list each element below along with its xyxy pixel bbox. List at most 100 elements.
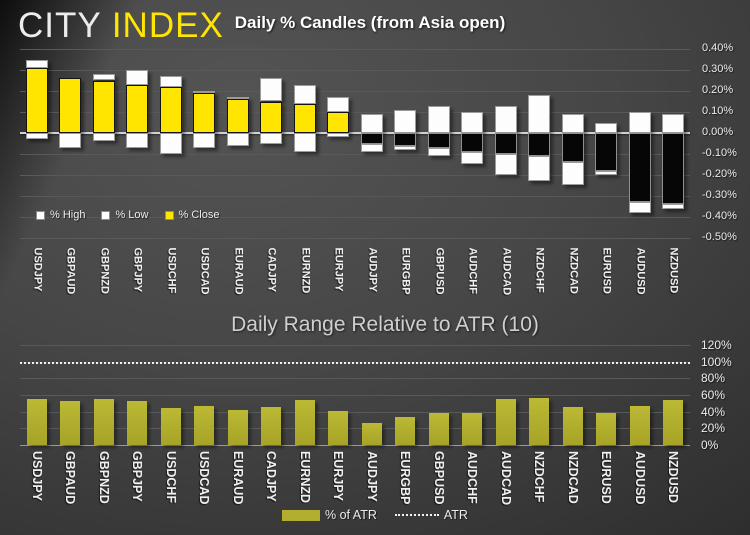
atr-bar-USDJPY: [26, 399, 47, 445]
candle-high-seg-AUDCHF: [461, 112, 484, 133]
candle-close-seg-EURAUD: [226, 99, 249, 133]
x-label-EURAUD: EURAUD: [232, 247, 245, 295]
x-label-EURGBP: EURGBP: [398, 451, 413, 505]
y-tick-label: 0.00%: [702, 126, 734, 138]
x-label-NZDCAD: NZDCAD: [567, 247, 580, 294]
candle-low-seg-GBPNZD: [92, 133, 115, 142]
gridline: [20, 49, 690, 50]
candle-high-seg-GBPUSD: [427, 105, 450, 133]
candle-low-seg-AUDCHF: [461, 151, 484, 165]
candle-low-seg-AUDCAD: [494, 154, 517, 175]
atr-reference-line: [20, 361, 690, 364]
candle-close-seg-GBPAUD: [59, 78, 82, 133]
x-label-AUDJPY: AUDJPY: [366, 247, 379, 293]
candle-high-seg-EURNZD: [293, 84, 316, 104]
gridline: [20, 411, 690, 413]
candle-close-seg-AUDCHF: [461, 133, 484, 152]
candle-low-seg-GBPAUD: [59, 133, 82, 148]
logo-text-city: CITY: [18, 6, 102, 45]
candle-high-seg-NZDCAD: [561, 114, 584, 133]
candle-low-seg-EURJPY: [327, 133, 350, 138]
atr-bar-USDCHF: [160, 407, 181, 445]
candle-low-seg-GBPUSD: [427, 147, 450, 157]
x-label-USDCHF: USDCHF: [165, 247, 178, 294]
y-tick-label: 120%: [701, 338, 732, 352]
y-tick-label: 60%: [701, 388, 726, 402]
legend-swatch: [101, 210, 111, 220]
x-label-AUDCAD: AUDCAD: [500, 247, 513, 296]
candle-close-seg-AUDCAD: [494, 133, 517, 154]
x-label-GBPNZD: GBPNZD: [98, 247, 111, 294]
candle-close-seg-AUDUSD: [628, 133, 651, 203]
atr-bar-GBPJPY: [127, 400, 148, 445]
candle-chart-x-axis: USDJPY GBPAUD GBPNZD GBPJPY USDCHF USDCAD EURA…: [20, 240, 690, 308]
x-label-EURNZD: EURNZD: [297, 451, 312, 504]
y-tick-label: 0.30%: [702, 63, 734, 75]
y-tick-label: 100%: [701, 354, 732, 369]
candle-high-seg-EURUSD: [595, 122, 618, 133]
candle-chart-plot: [20, 49, 690, 239]
x-label-GBPNZD: GBPNZD: [96, 451, 111, 504]
x-label-GBPAUD: GBPAUD: [64, 247, 77, 295]
candle-chart-title: Daily % Candles (from Asia open): [234, 13, 506, 32]
atr-bar-AUDJPY: [361, 422, 382, 445]
legend-label: % Close: [178, 209, 220, 221]
legend-item-low: % Low: [101, 209, 149, 221]
candle-close-seg-CADJPY: [260, 101, 283, 133]
legend-swatch-bar: [282, 509, 321, 521]
atr-bar-EURAUD: [227, 410, 248, 445]
legend-label: % Low: [115, 209, 149, 221]
legend-item-ofatr: % of ATR: [282, 508, 377, 522]
y-tick-label: -0.40%: [702, 210, 737, 222]
x-label-GBPUSD: GBPUSD: [431, 451, 446, 505]
zero-gridline: [20, 132, 690, 134]
atr-bar-EURUSD: [596, 413, 617, 445]
legend-label: % of ATR: [325, 508, 377, 522]
legend-item-atr: ATR: [394, 508, 468, 522]
legend-item-close: % Close: [164, 209, 220, 221]
gridline: [20, 112, 690, 113]
candle-high-seg-GBPNZD: [92, 74, 115, 81]
y-tick-label: -0.30%: [702, 189, 737, 201]
candle-high-seg-AUDCAD: [494, 105, 517, 133]
candle-low-seg-EURGBP: [394, 145, 417, 150]
candle-close-seg-USDJPY: [25, 67, 48, 133]
candle-low-seg-USDCAD: [193, 133, 216, 148]
x-label-NZDCHF: NZDCHF: [533, 247, 546, 293]
atr-bar-USDCAD: [194, 405, 215, 445]
candle-low-seg-USDJPY: [25, 133, 48, 140]
candle-high-seg-EURAUD: [226, 97, 249, 100]
candle-close-seg-GBPNZD: [92, 80, 115, 133]
candle-close-seg-EURNZD: [293, 103, 316, 133]
atr-bar-GBPAUD: [60, 400, 81, 445]
gridline: [20, 70, 690, 71]
candle-high-seg-AUDUSD: [628, 112, 651, 133]
candle-chart-legend: % High % Low % Close: [36, 209, 219, 221]
candle-low-seg-CADJPY: [260, 133, 283, 144]
atr-bar-CADJPY: [261, 406, 282, 445]
x-label-CADJPY: CADJPY: [264, 451, 279, 502]
candle-high-seg-NZDCHF: [528, 95, 551, 133]
y-tick-label: 80%: [701, 371, 726, 386]
y-tick-label: 0.10%: [702, 105, 734, 117]
atr-bar-GBPUSD: [428, 412, 449, 445]
x-label-EURJPY: EURJPY: [332, 247, 345, 292]
x-label-USDJPY: USDJPY: [29, 451, 44, 502]
x-label-USDCAD: USDCAD: [198, 247, 211, 295]
x-label-NZDCAD: NZDCAD: [565, 451, 580, 504]
y-tick-label: 0.20%: [702, 84, 734, 96]
candle-chart-y-axis: 0.40% 0.30% 0.20% 0.10% 0.00% -0.10% -0.20% -0.…: [702, 42, 750, 249]
gridline: [20, 378, 690, 380]
atr-bar-AUDCAD: [495, 399, 516, 445]
atr-chart-plot: [20, 345, 690, 446]
y-tick-label: 0%: [701, 438, 719, 452]
atr-bar-AUDUSD: [629, 405, 650, 445]
x-label-AUDCAD: AUDCAD: [498, 451, 513, 506]
atr-chart-y-axis: 120% 100% 80% 60% 40% 20% 0%: [701, 338, 749, 455]
candle-high-seg-CADJPY: [260, 78, 283, 102]
candle-low-seg-AUDJPY: [360, 143, 383, 152]
atr-bar-EURGBP: [395, 416, 416, 445]
x-label-USDCAD: USDCAD: [197, 451, 212, 505]
candle-close-seg-NZDCHF: [528, 133, 551, 157]
x-label-EURGBP: EURGBP: [399, 247, 412, 295]
